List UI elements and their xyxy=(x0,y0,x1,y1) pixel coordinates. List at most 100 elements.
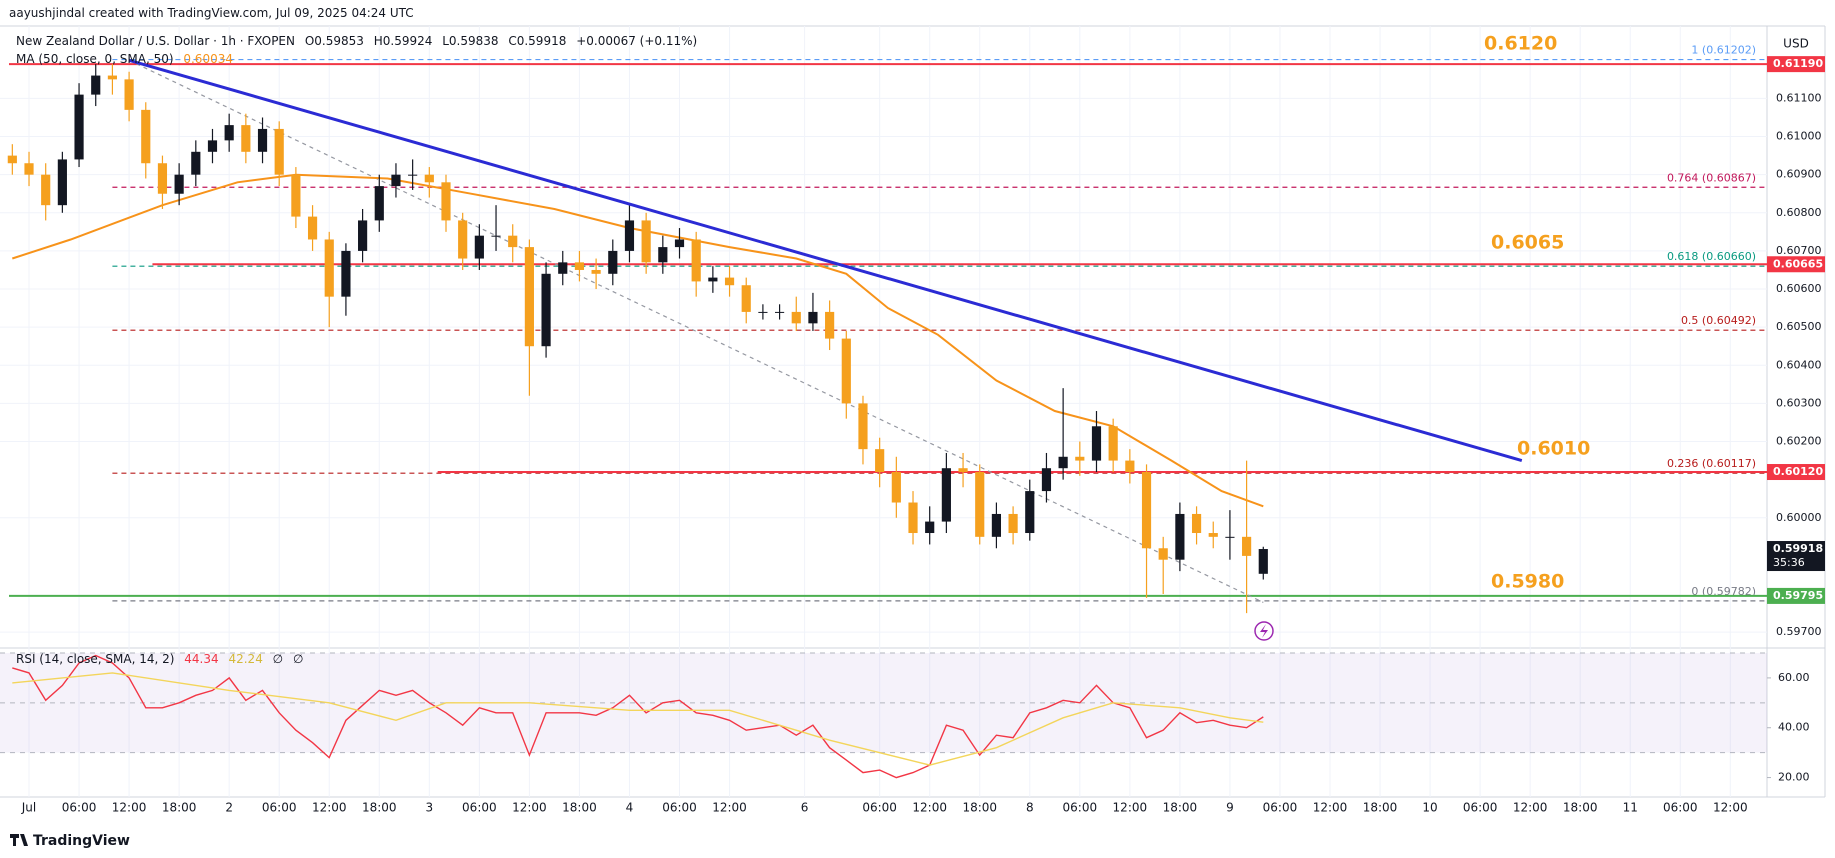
candle-body xyxy=(291,174,301,217)
candle-body xyxy=(7,155,17,164)
annotation: 0.6065 xyxy=(1491,232,1564,254)
candle-body xyxy=(624,220,635,251)
x-tick-label: 9 xyxy=(1226,801,1234,815)
attribution: aayushjindal created with TradingView.co… xyxy=(9,6,414,20)
candle-body xyxy=(391,174,401,187)
candle-body xyxy=(207,140,218,152)
candle-body xyxy=(875,449,885,473)
x-tick-label: 18:00 xyxy=(1563,801,1598,815)
symbol-legend: New Zealand Dollar / U.S. Dollar · 1h · … xyxy=(16,34,703,48)
ma-title: MA (50, close, 0, SMA, 50) xyxy=(16,52,174,66)
price-tag xyxy=(1767,587,1825,604)
ma-value: 0.60034 xyxy=(183,52,233,66)
event-icon[interactable] xyxy=(1254,621,1274,641)
countdown: 35:36 xyxy=(1773,556,1805,569)
rsi-title: RSI (14, close, SMA, 14, 2) xyxy=(16,652,175,666)
candle-body xyxy=(975,472,985,537)
candle-body xyxy=(341,250,351,297)
price-tag xyxy=(1767,56,1825,73)
candle-body xyxy=(691,239,701,282)
candle-body xyxy=(774,311,785,313)
y-tick-label: 40.00 xyxy=(1778,721,1810,734)
candle-body xyxy=(724,277,735,286)
x-tick-label: 12:00 xyxy=(1113,801,1148,815)
candle-body xyxy=(1075,456,1085,461)
rsi-value: 44.34 xyxy=(184,652,219,666)
x-tick-label: Jul xyxy=(21,801,36,815)
candle-body xyxy=(41,174,51,206)
rsi-line xyxy=(12,654,1264,779)
candle-body xyxy=(558,262,568,274)
trendline xyxy=(128,58,1523,463)
candle-body xyxy=(908,502,918,534)
x-tick-label: 06:00 xyxy=(62,801,97,815)
price-tag-label: 0.60665 xyxy=(1773,257,1823,270)
candle-body xyxy=(1025,491,1035,534)
logo xyxy=(10,834,28,846)
candle-body xyxy=(758,311,768,313)
fib-label: 0 (0.59782) xyxy=(1691,585,1756,598)
fib-label: 0.5 (0.60492) xyxy=(1681,314,1756,327)
x-tick-label: 06:00 xyxy=(1263,801,1298,815)
x-tick-label: 12:00 xyxy=(1713,801,1748,815)
candle-body xyxy=(941,468,951,522)
x-tick-label: 12:00 xyxy=(1513,801,1548,815)
candle-body xyxy=(241,125,251,152)
candle-body xyxy=(91,75,101,95)
y-tick-label: 0.60200 xyxy=(1776,435,1822,448)
candle-body xyxy=(1208,533,1218,537)
x-tick-label: 18:00 xyxy=(962,801,997,815)
x-tick-label: 3 xyxy=(425,801,433,815)
candle-body xyxy=(658,247,668,263)
candle-body xyxy=(541,273,551,347)
x-tick-label: 18:00 xyxy=(162,801,197,815)
x-tick-label: 06:00 xyxy=(1663,801,1698,815)
candle-body xyxy=(157,163,168,194)
candle-body xyxy=(991,513,1002,537)
candle-body xyxy=(674,239,685,248)
annotation: 0.5980 xyxy=(1491,571,1564,593)
fib-trend xyxy=(128,59,1264,603)
y-tick-label: 20.00 xyxy=(1778,771,1810,784)
candle-body xyxy=(408,174,418,176)
symbol-title: New Zealand Dollar / U.S. Dollar · 1h · … xyxy=(16,34,295,48)
candle-body xyxy=(958,468,968,473)
x-tick-label: 2 xyxy=(225,801,233,815)
candle-body xyxy=(741,285,751,312)
x-tick-label: 12:00 xyxy=(312,801,347,815)
price-tag-label: 0.60120 xyxy=(1773,465,1823,478)
x-tick-label: 8 xyxy=(1026,801,1034,815)
ohlc: H0.59924 xyxy=(373,34,433,48)
candle-body xyxy=(358,220,368,251)
candle-body xyxy=(374,186,384,221)
candle-body xyxy=(441,182,451,221)
x-tick-label: 11 xyxy=(1623,801,1638,815)
y-tick-label: 0.60700 xyxy=(1776,244,1822,257)
y-tick-label: 0.60000 xyxy=(1776,511,1822,524)
rsi-extra: ∅ xyxy=(272,652,284,666)
x-tick-label: 06:00 xyxy=(662,801,697,815)
candle-body xyxy=(825,311,835,339)
x-tick-label: 12:00 xyxy=(1313,801,1348,815)
y-tick-label: 0.61000 xyxy=(1776,130,1822,143)
candle-body xyxy=(891,472,901,503)
x-tick-label: 12:00 xyxy=(512,801,547,815)
candle-body xyxy=(791,311,801,324)
x-tick-label: 12:00 xyxy=(912,801,947,815)
rsi-sma-line xyxy=(12,672,1264,766)
candle-body xyxy=(641,220,651,263)
x-tick-label: 12:00 xyxy=(712,801,747,815)
y-tick-label: 0.59700 xyxy=(1776,625,1822,638)
candle-body xyxy=(808,311,818,324)
x-tick-label: 18:00 xyxy=(1363,801,1398,815)
fib-label: 0.618 (0.60660) xyxy=(1667,250,1756,263)
ma-line xyxy=(11,173,1264,508)
y-tick-label: 0.60800 xyxy=(1776,206,1822,219)
change: +0.00067 (+0.11%) xyxy=(576,34,698,48)
candle-body xyxy=(174,174,184,194)
candle-body xyxy=(591,269,601,274)
ma-legend: MA (50, close, 0, SMA, 50) 0.60034 xyxy=(16,52,239,66)
rsi-legend: RSI (14, close, SMA, 14, 2) 44.34 42.24 … xyxy=(16,652,309,666)
candle-body xyxy=(1141,472,1152,549)
